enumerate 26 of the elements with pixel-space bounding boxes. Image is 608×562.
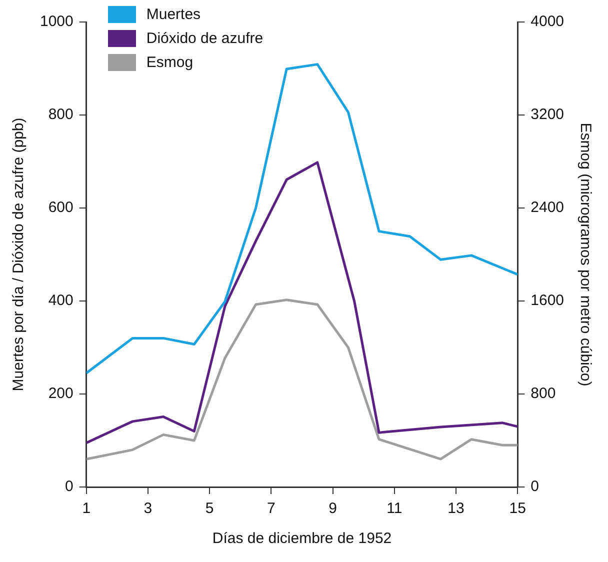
- x-axis-title: Días de diciembre de 1952: [212, 530, 392, 548]
- y-tick-label: 600: [48, 199, 74, 216]
- x-tick-label: 11: [386, 500, 402, 518]
- y2-tick-label: 4000: [530, 13, 564, 30]
- y2-tick-label: 0: [530, 478, 539, 496]
- y-axis-title: Muertes por día / Dióxido de azufre (ppb): [10, 118, 28, 392]
- y-tick-label: 200: [48, 385, 74, 402]
- y2-tick-label: 3200: [530, 106, 564, 124]
- y2-tick-label: 1600: [530, 292, 564, 310]
- legend-label: Esmog: [146, 54, 194, 70]
- legend-label: Muertes: [146, 6, 201, 22]
- y-tick-label: 1000: [40, 13, 74, 30]
- y-tick-label: 400: [48, 292, 74, 310]
- y2-axis-title: Esmog (microgramos por metro cúbico): [576, 122, 594, 386]
- x-tick-label: 15: [509, 500, 526, 518]
- y2-tick-label: 800: [530, 385, 556, 402]
- x-tick-label: 5: [205, 500, 214, 518]
- x-tick-label: 9: [328, 500, 337, 518]
- x-tick-label: 1: [82, 500, 91, 518]
- legend-label: Dióxido de azufre: [146, 30, 264, 46]
- x-tick-label: 13: [448, 500, 464, 518]
- y-tick-label: 800: [48, 106, 74, 124]
- x-tick-label: 3: [144, 500, 152, 518]
- y2-tick-label: 2400: [530, 199, 564, 216]
- x-tick-label: 7: [267, 500, 276, 518]
- y-tick-label: 0: [65, 478, 74, 496]
